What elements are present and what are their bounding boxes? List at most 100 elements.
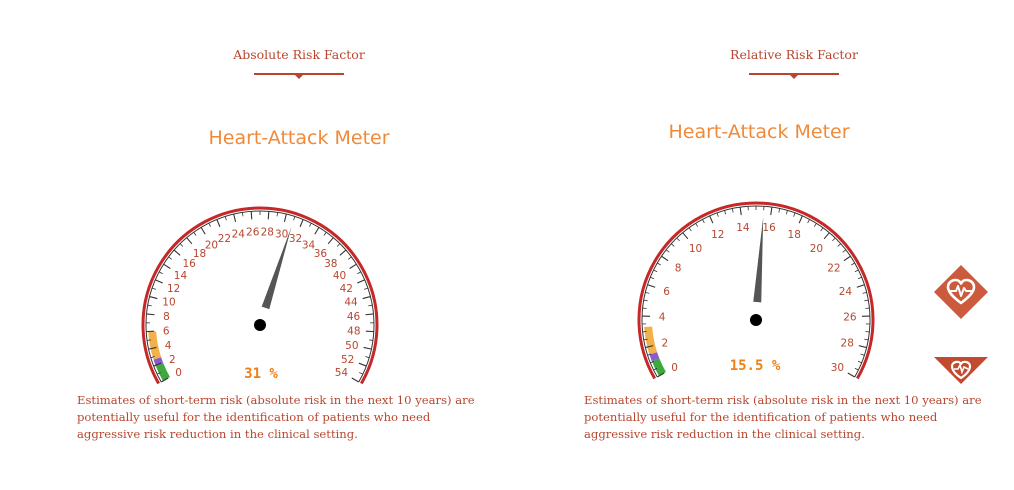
absolute-risk-panel: Absolute Risk Factor Heart-Attack Meter … — [77, 47, 475, 441]
gauge-tick-label: 14 — [174, 270, 188, 282]
gauge-color-band — [649, 352, 660, 362]
gauge-tick-label: 24 — [232, 229, 246, 241]
gauge-major-tick — [233, 213, 237, 222]
gauge-minor-tick — [643, 299, 648, 302]
gauge-minor-tick — [647, 353, 652, 356]
tab-relative-risk[interactable]: Relative Risk Factor — [730, 47, 858, 62]
gauge-minor-tick — [864, 299, 869, 302]
gauge-tick-label: 4 — [659, 312, 666, 324]
gauge-tick-label: 6 — [163, 325, 170, 337]
heart-pulse-button[interactable] — [933, 356, 989, 386]
gauge-minor-tick — [837, 243, 841, 247]
gauge-major-tick — [661, 255, 669, 262]
gauge-minor-tick — [813, 223, 817, 227]
gauge-minor-tick — [671, 243, 675, 247]
gauge-minor-tick — [785, 210, 788, 215]
gauge-major-tick — [365, 313, 374, 316]
gauge-minor-tick — [152, 287, 157, 290]
gauge-minor-tick — [851, 262, 855, 266]
gauge-major-tick — [770, 207, 773, 216]
gauge-major-tick — [363, 346, 372, 350]
gauge-major-tick — [299, 219, 304, 228]
gauge-tick-label: 8 — [675, 262, 682, 274]
gauge-color-band — [155, 363, 170, 381]
gauge-minor-tick — [359, 372, 364, 375]
gauge-major-tick — [856, 284, 865, 288]
gauge-major-tick — [682, 232, 689, 240]
gauge-minor-tick — [854, 269, 859, 273]
gauge-minor-tick — [179, 243, 184, 247]
gauge-tick-label: 10 — [162, 297, 175, 309]
risk-description: Estimates of short-term risk (absolute r… — [77, 393, 475, 441]
gauge-major-tick — [709, 215, 714, 224]
gauge-major-tick — [173, 249, 181, 256]
gauge-major-tick — [847, 372, 856, 378]
tab-caret-icon — [789, 74, 799, 79]
gauge-readout: 15.5 % — [729, 358, 781, 374]
gauge-major-tick — [362, 296, 371, 300]
heart-pulse-icon — [950, 360, 972, 380]
gauge-tick-label: 38 — [324, 258, 337, 270]
gauge-minor-tick — [643, 338, 648, 341]
tab-absolute-risk[interactable]: Absolute Risk Factor — [233, 47, 365, 62]
gauge-tick-label: 0 — [175, 367, 182, 379]
gauge-tick-label: 10 — [689, 243, 702, 255]
gauge-major-tick — [160, 377, 169, 383]
gauge-minor-tick — [650, 360, 655, 364]
gauge-tick-label: 0 — [671, 362, 678, 374]
gauge-major-tick — [647, 284, 656, 288]
gauge-minor-tick — [793, 212, 796, 217]
gauge-minor-tick — [276, 212, 279, 217]
meter-title: Heart-Attack Meter — [208, 127, 390, 149]
gauge-major-tick — [339, 249, 347, 256]
gauge-rim — [637, 201, 875, 380]
gauge-tick-label: 18 — [788, 229, 801, 241]
gauge-tick-label: 34 — [302, 240, 316, 252]
gauge-rim — [141, 206, 379, 385]
gauge-minor-tick — [854, 367, 859, 371]
gauge-minor-tick — [688, 227, 692, 232]
gauge-tick-label: 22 — [827, 262, 840, 274]
gauge-minor-tick — [832, 237, 836, 242]
gauge-major-tick — [843, 255, 851, 262]
gauge-minor-tick — [731, 208, 734, 213]
gauge-major-tick — [351, 377, 360, 383]
gauge-color-band — [148, 331, 162, 360]
gauge-minor-tick — [807, 219, 810, 224]
gauge-minor-tick — [702, 219, 705, 224]
heart-pulse-button[interactable] — [933, 264, 989, 320]
gauge-major-tick — [146, 313, 155, 316]
gauge-minor-tick — [347, 256, 352, 260]
gauge-tick-label: 12 — [167, 283, 180, 295]
gauge-tick-label: 26 — [843, 312, 857, 324]
gauge-minor-tick — [842, 249, 847, 253]
gauge-major-tick — [349, 263, 357, 269]
gauge-tick-label: 44 — [344, 297, 358, 309]
gauge-tick-label: 26 — [246, 226, 260, 238]
gauge-minor-tick — [857, 276, 862, 280]
gauge-minor-tick — [820, 227, 824, 232]
gauge-major-tick — [200, 227, 206, 235]
gauge-minor-tick — [365, 356, 370, 359]
gauge-major-tick — [858, 345, 867, 349]
gauge-tick-label: 2 — [661, 338, 668, 350]
gauge-minor-tick — [241, 212, 244, 217]
gauge-tick-label: 48 — [347, 325, 360, 337]
gauge-minor-tick — [665, 249, 670, 253]
gauge-major-tick — [149, 296, 158, 300]
gauge-major-tick — [216, 219, 221, 228]
gauge-tick-label: 18 — [193, 248, 206, 260]
gauge-minor-tick — [224, 216, 227, 221]
gauge-minor-tick — [146, 339, 152, 341]
gauge-tick-label: 22 — [218, 233, 231, 245]
gauge-major-tick — [186, 237, 193, 245]
gauge-major-tick — [163, 263, 171, 269]
gauge-tick-label: 20 — [205, 240, 218, 252]
gauge-minor-tick — [158, 271, 163, 275]
gauge-minor-tick — [147, 304, 152, 307]
gauge-needle — [261, 226, 292, 310]
gauge-tick-label: 54 — [335, 367, 349, 379]
gauge-tick-label: 16 — [182, 258, 196, 270]
